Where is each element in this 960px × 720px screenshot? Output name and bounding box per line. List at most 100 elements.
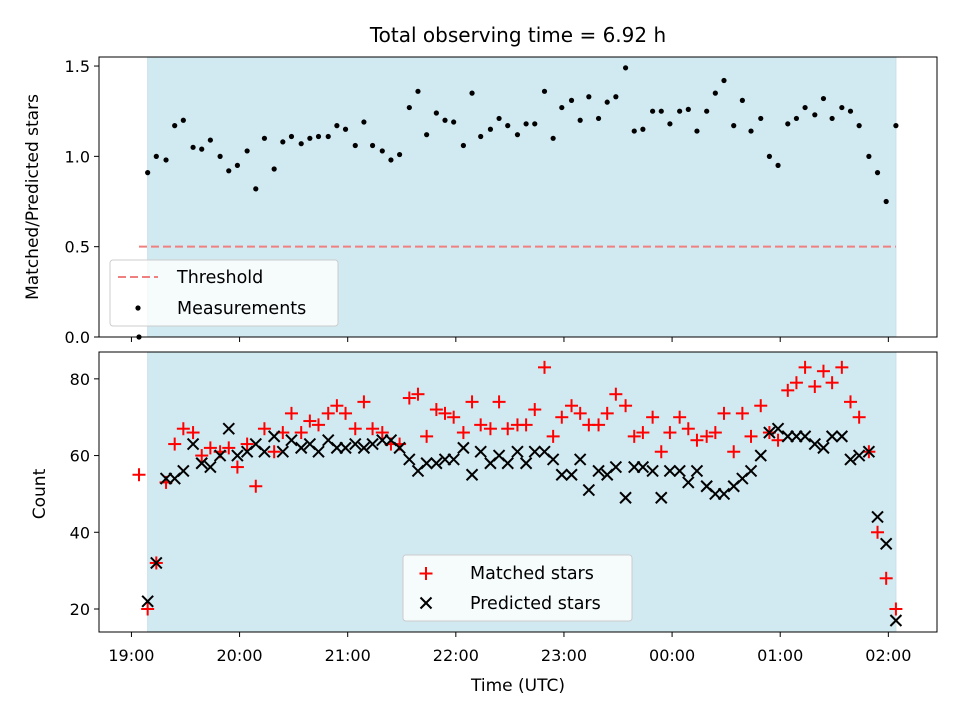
predicted-point (366, 437, 379, 451)
measurement-point (307, 135, 313, 141)
matched-point (816, 364, 830, 378)
matched-point (808, 380, 822, 394)
matched-point (456, 426, 470, 440)
predicted-point (195, 457, 208, 470)
measurement-point (694, 128, 700, 134)
predicted-point (213, 449, 227, 462)
x-tick-label: 01:00 (757, 646, 803, 665)
top-y-axis-label: Matched/Predicted stars (23, 94, 43, 300)
predicted-point (636, 460, 650, 474)
measurement-point (396, 151, 403, 158)
measurement-point (217, 153, 223, 159)
bottom-y-axis-label: Count (30, 468, 50, 519)
predicted-point (141, 595, 154, 608)
matched-point (230, 460, 244, 474)
predicted-point (825, 430, 839, 443)
top-panel: Total observing time = 6.92 h 0.0 0.5 1.0 1… (23, 23, 938, 347)
matched-point (708, 426, 722, 440)
measurement-point (315, 133, 322, 140)
matched-point (420, 429, 434, 443)
matched-point (619, 399, 633, 413)
matched-point (627, 429, 641, 443)
matched-point (483, 422, 497, 436)
measurement-point (298, 141, 304, 147)
matched-point (267, 445, 281, 459)
measurement-point (712, 90, 718, 96)
predicted-point (565, 468, 578, 481)
x-tick-label: 00:00 (649, 646, 695, 665)
matched-point (654, 445, 668, 459)
predicted-point (862, 445, 876, 458)
measurement-point (271, 166, 277, 172)
matched-point (348, 422, 362, 436)
predicted-point (744, 464, 758, 478)
matched-point (303, 414, 317, 428)
predicted-stars-series (141, 422, 903, 627)
x-tick-label: 23:00 (541, 646, 587, 665)
measurement-point (433, 110, 439, 116)
bottom-y-axis: 20 40 60 80 (70, 370, 99, 619)
matched-point (852, 410, 866, 424)
matched-point (168, 437, 182, 451)
predicted-point (763, 426, 776, 439)
matched-point (249, 479, 263, 493)
measurement-point (415, 88, 421, 94)
predicted-point (186, 437, 200, 451)
matched-point (186, 426, 200, 440)
measurement-point (369, 142, 376, 149)
matched-point (176, 422, 190, 436)
measurement-point (514, 132, 521, 138)
predicted-point (673, 464, 686, 478)
matched-point (312, 418, 326, 432)
predicted-point (349, 437, 362, 451)
measurement-point (677, 108, 683, 114)
predicted-point (835, 430, 849, 443)
matched-point (222, 441, 236, 455)
matched-point (546, 429, 560, 443)
measurement-point (622, 65, 629, 71)
predicted-point (403, 453, 416, 466)
matched-stars-series (132, 360, 903, 616)
predicted-point (393, 441, 406, 455)
matched-point (879, 571, 893, 585)
predicted-point (592, 464, 605, 478)
predicted-point (420, 457, 433, 470)
measurement-point (469, 90, 475, 96)
matched-point (203, 441, 217, 455)
matched-point (663, 426, 677, 440)
measurement-point (280, 139, 286, 145)
predicted-point (690, 464, 704, 478)
measurement-point (361, 119, 367, 125)
predicted-point (528, 445, 541, 458)
matched-point (528, 403, 542, 417)
measurement-point (667, 121, 673, 127)
measurement-point (604, 99, 610, 105)
measurement-point (352, 142, 358, 149)
predicted-point (844, 453, 857, 466)
matched-point (789, 376, 803, 390)
predicted-point (555, 468, 568, 481)
measurement-point (874, 170, 881, 176)
measurement-point (406, 104, 412, 111)
predicted-point (457, 441, 470, 455)
matched-point (636, 426, 650, 440)
matched-point (727, 445, 741, 459)
top-x-axis (130, 337, 889, 342)
matched-point (284, 406, 298, 420)
predicted-point (852, 449, 866, 462)
measurement-point (424, 132, 430, 138)
matched-point (447, 410, 461, 424)
measurement-point (812, 112, 818, 118)
y-tick-label: 40 (70, 523, 90, 542)
measurement-point (451, 119, 457, 125)
measurement-point (595, 115, 602, 122)
measurement-point (550, 135, 556, 141)
predicted-point (294, 441, 308, 455)
predicted-point (357, 441, 371, 455)
measurement-point (785, 121, 791, 127)
measurement-point (234, 162, 241, 168)
measurement-point (342, 126, 349, 132)
x-tick-label: 20:00 (217, 646, 263, 665)
measurement-point (325, 133, 331, 140)
predicted-point (619, 491, 632, 504)
